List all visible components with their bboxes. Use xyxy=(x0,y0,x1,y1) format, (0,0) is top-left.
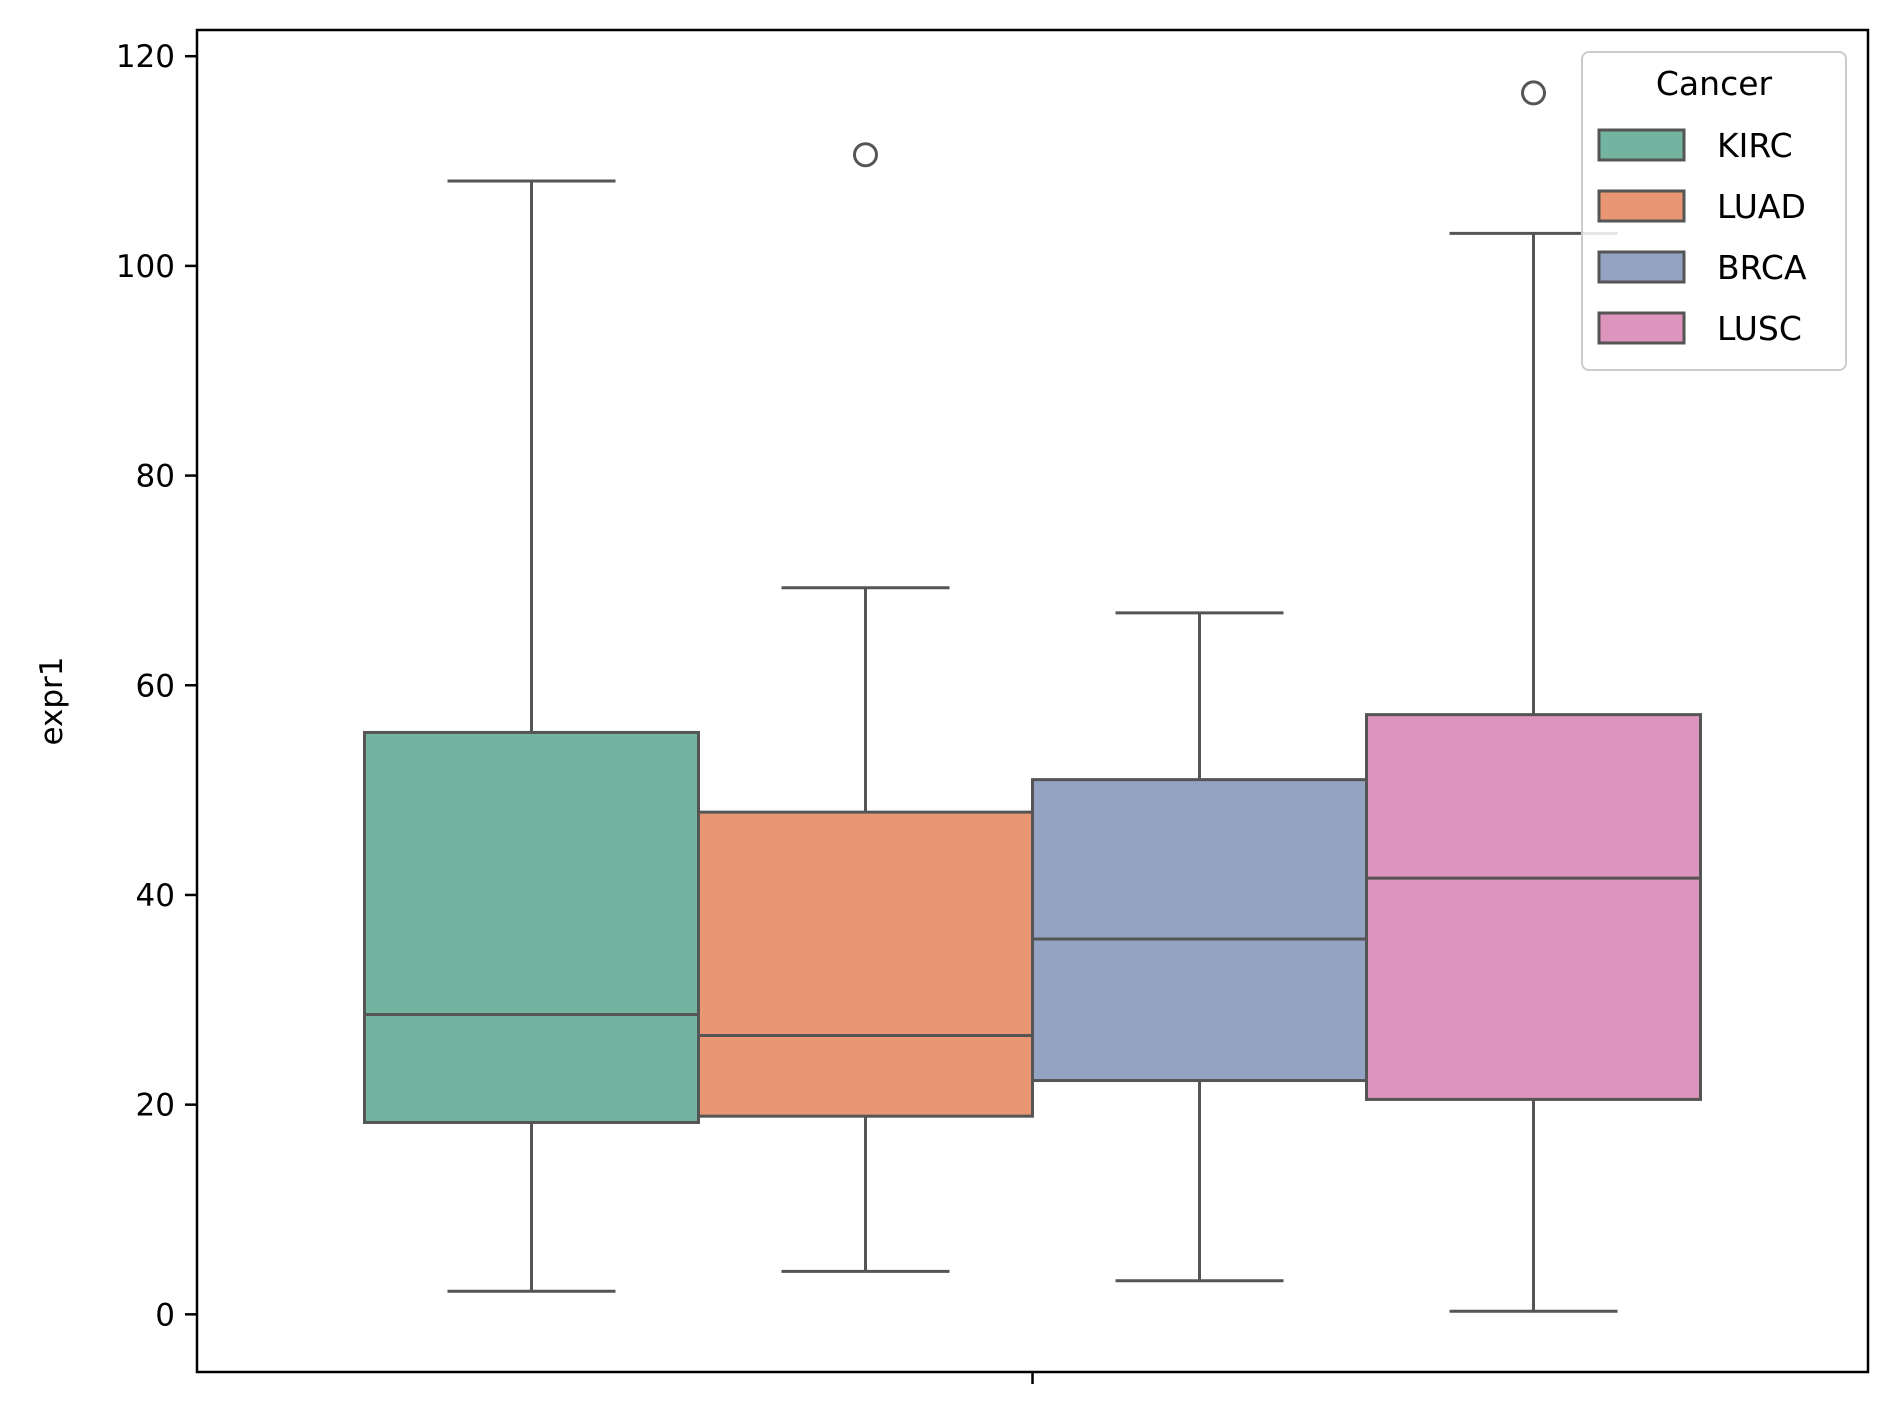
box-kirc xyxy=(363,179,700,1293)
legend-label: KIRC xyxy=(1717,126,1793,165)
legend-swatch xyxy=(1597,128,1686,162)
legend-item-lusc: LUSC xyxy=(1597,309,1802,348)
outlier-point xyxy=(1521,80,1546,106)
iqr-box xyxy=(1031,778,1368,1083)
legend-label: BRCA xyxy=(1717,248,1807,287)
iqr-box xyxy=(1365,713,1702,1101)
y-tick-label: 120 xyxy=(116,39,175,75)
box-luad xyxy=(697,142,1034,1273)
y-tick-label: 20 xyxy=(136,1088,175,1124)
y-tick-label: 80 xyxy=(136,459,175,495)
legend: Cancer KIRC LUAD BRCA LUSC xyxy=(1581,51,1847,371)
outlier-point xyxy=(853,142,878,168)
legend-swatch xyxy=(1597,189,1686,223)
iqr-box xyxy=(697,810,1034,1118)
legend-item-brca: BRCA xyxy=(1597,248,1807,287)
y-tick-label: 40 xyxy=(136,878,175,914)
box-brca xyxy=(1031,611,1368,1283)
legend-swatch xyxy=(1597,311,1686,345)
y-tick-label: 60 xyxy=(136,668,175,704)
y-tick-label: 0 xyxy=(155,1297,175,1333)
legend-item-kirc: KIRC xyxy=(1597,126,1793,165)
legend-label: LUSC xyxy=(1717,309,1802,348)
iqr-box xyxy=(363,730,700,1124)
plot-area xyxy=(363,80,1702,1313)
box-lusc xyxy=(1365,80,1702,1313)
axes: 0 20 40 60 80 100 120 xyxy=(116,28,1870,1384)
y-tick-label: 100 xyxy=(116,249,175,285)
legend-swatch xyxy=(1597,250,1686,284)
legend-item-luad: LUAD xyxy=(1597,187,1806,226)
y-axis-label: expr1 xyxy=(34,656,70,745)
legend-title: Cancer xyxy=(1656,64,1773,103)
legend-label: LUAD xyxy=(1717,187,1806,226)
